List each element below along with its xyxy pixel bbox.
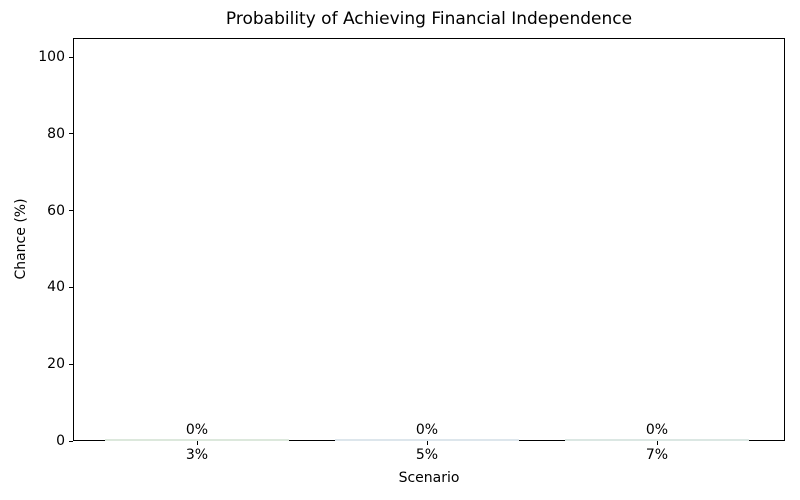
x-tick-label: 5% bbox=[415, 447, 439, 463]
bar-7pct bbox=[565, 439, 749, 441]
bar-value-label: 0% bbox=[185, 422, 209, 438]
y-tick-mark bbox=[69, 210, 73, 212]
x-axis-title: Scenario bbox=[398, 470, 460, 486]
y-tick-mark bbox=[69, 286, 73, 288]
y-tick-mark bbox=[69, 56, 73, 58]
x-tick-mark bbox=[197, 441, 198, 445]
bar-3pct bbox=[105, 439, 289, 441]
bar-5pct bbox=[335, 439, 519, 441]
y-tick-label: 40 bbox=[47, 279, 65, 296]
y-tick-label: 0 bbox=[56, 433, 65, 449]
y-tick-label: 20 bbox=[47, 356, 65, 373]
x-tick-mark bbox=[427, 441, 428, 445]
x-tick-label: 3% bbox=[185, 447, 209, 463]
chart-title: Probability of Achieving Financial Indep… bbox=[225, 9, 633, 29]
y-tick-label: 60 bbox=[47, 202, 65, 219]
y-tick-mark bbox=[69, 133, 73, 135]
x-tick-label: 7% bbox=[645, 447, 669, 463]
y-tick-label: 100 bbox=[38, 49, 65, 66]
x-tick-mark bbox=[657, 441, 658, 445]
plot-area bbox=[73, 38, 785, 441]
y-tick-mark bbox=[69, 440, 73, 442]
y-tick-mark bbox=[69, 363, 73, 365]
bar-value-label: 0% bbox=[415, 422, 439, 438]
y-tick-label: 80 bbox=[47, 125, 65, 142]
bar-value-label: 0% bbox=[645, 422, 669, 438]
